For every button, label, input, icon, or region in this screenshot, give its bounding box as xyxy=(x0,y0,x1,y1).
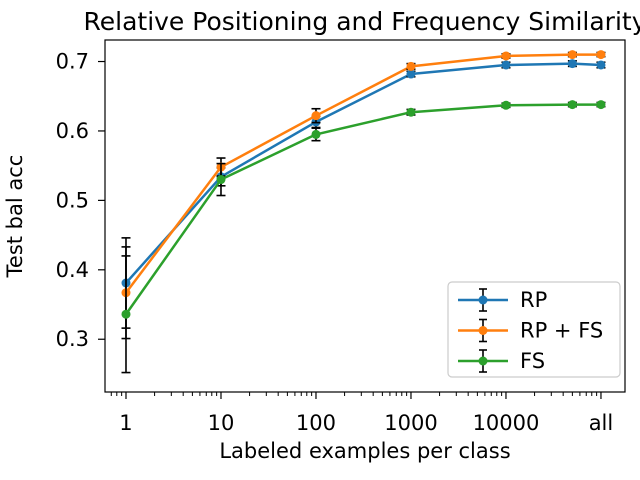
y-tick-label: 0.5 xyxy=(56,188,89,212)
x-tick-label: 10000 xyxy=(473,411,540,435)
data-point-marker xyxy=(406,61,416,71)
plot-area-frame xyxy=(104,39,626,393)
chart-title: Relative Positioning and Frequency Simil… xyxy=(84,7,640,36)
x-tick-label: all xyxy=(589,411,614,435)
data-point-marker xyxy=(501,100,511,110)
y-tick-label: 0.4 xyxy=(56,258,89,282)
series-FS xyxy=(121,100,606,374)
data-point-marker xyxy=(406,107,416,117)
data-point-marker xyxy=(596,60,606,70)
data-point-marker xyxy=(216,175,226,185)
data-point-marker xyxy=(567,100,577,110)
x-tick-label: 100 xyxy=(296,411,336,435)
data-point-marker xyxy=(311,129,321,139)
y-tick-label: 0.3 xyxy=(56,327,89,351)
x-axis-label: Labeled examples per class xyxy=(219,439,510,463)
x-tick-label: 10 xyxy=(208,411,235,435)
axes-ticks: 0.3 0.4 0.5 0.6 0.7 1 10 100 1000 10000 all xyxy=(56,50,614,435)
series-layer xyxy=(121,50,606,374)
data-point-marker xyxy=(596,50,606,60)
legend-marker xyxy=(478,356,488,366)
legend-label: FS xyxy=(520,349,545,373)
legend-marker xyxy=(478,326,488,335)
legend-entry-RP+FS: RP + FS xyxy=(458,319,603,343)
data-point-marker xyxy=(121,309,131,319)
y-axis-label: Test bal acc xyxy=(3,155,27,279)
legend-label: RP xyxy=(520,288,547,312)
data-point-marker xyxy=(501,60,511,70)
data-point-marker xyxy=(501,51,511,61)
data-point-marker xyxy=(406,69,416,79)
y-tick-label: 0.6 xyxy=(56,119,89,143)
legend-entry-RP: RP xyxy=(458,288,547,312)
x-tick-label: 1000 xyxy=(384,411,437,435)
legend: RP RP + FS FS xyxy=(447,281,621,378)
legend-marker xyxy=(478,295,488,305)
data-point-marker xyxy=(567,50,577,60)
x-tick-label: 1 xyxy=(119,411,132,435)
legend-label: RP + FS xyxy=(520,319,603,343)
data-point-marker xyxy=(596,100,606,110)
data-point-marker xyxy=(567,59,577,69)
data-point-marker xyxy=(311,111,321,121)
legend-entry-FS: FS xyxy=(458,349,545,373)
legend-frame xyxy=(447,281,621,378)
y-tick-label: 0.7 xyxy=(56,50,89,74)
